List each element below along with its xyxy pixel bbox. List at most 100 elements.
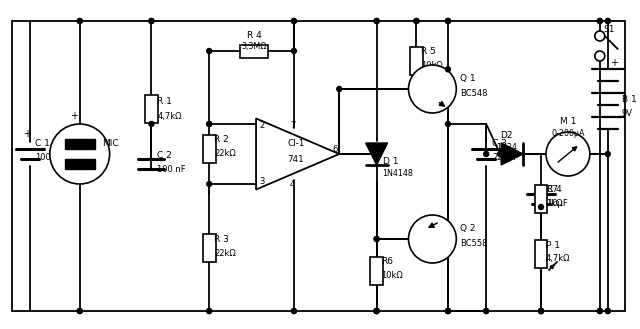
Circle shape: [149, 18, 154, 23]
Circle shape: [291, 18, 296, 23]
Bar: [534, 185, 547, 213]
Text: 3,3MΩ: 3,3MΩ: [241, 42, 267, 52]
Text: R 2: R 2: [214, 136, 229, 144]
Text: 741: 741: [287, 156, 304, 164]
Text: R 1: R 1: [157, 97, 172, 107]
Circle shape: [445, 18, 451, 23]
Text: 4: 4: [290, 180, 295, 189]
Circle shape: [374, 18, 379, 23]
Bar: [65, 139, 95, 149]
Text: 1kΩ: 1kΩ: [546, 199, 563, 209]
Text: D 1: D 1: [383, 158, 398, 166]
Circle shape: [498, 151, 502, 157]
Circle shape: [374, 309, 379, 314]
Text: 22kΩ: 22kΩ: [214, 248, 236, 258]
Polygon shape: [365, 143, 388, 165]
Circle shape: [445, 309, 451, 314]
Circle shape: [484, 151, 489, 157]
Circle shape: [538, 309, 543, 314]
Text: C 1: C 1: [35, 139, 50, 148]
Circle shape: [207, 48, 212, 54]
Circle shape: [207, 121, 212, 126]
Circle shape: [445, 121, 451, 126]
Circle shape: [445, 67, 451, 72]
Circle shape: [374, 309, 379, 314]
Circle shape: [597, 309, 602, 314]
Bar: [240, 44, 268, 58]
Bar: [410, 47, 423, 75]
Text: 9V: 9V: [621, 109, 633, 117]
Circle shape: [291, 309, 296, 314]
Circle shape: [484, 309, 489, 314]
Text: R6: R6: [381, 258, 394, 266]
Text: C 4: C 4: [547, 185, 562, 193]
Circle shape: [445, 18, 451, 23]
Circle shape: [597, 18, 602, 23]
Text: BC558: BC558: [460, 239, 488, 247]
Circle shape: [445, 309, 451, 314]
Circle shape: [291, 18, 296, 23]
Circle shape: [546, 132, 590, 176]
Circle shape: [374, 18, 379, 23]
Circle shape: [77, 18, 82, 23]
Text: 10kΩ: 10kΩ: [381, 271, 403, 281]
Text: 2: 2: [259, 121, 264, 131]
Text: +: +: [70, 111, 77, 121]
Circle shape: [595, 31, 605, 41]
Circle shape: [445, 18, 451, 23]
Text: 100 nF: 100 nF: [157, 165, 186, 174]
Bar: [203, 234, 216, 262]
Text: MIC: MIC: [102, 139, 118, 148]
Text: BC548: BC548: [460, 89, 488, 97]
Text: P 1: P 1: [546, 240, 560, 249]
Text: R 5: R 5: [422, 47, 436, 57]
Text: +: +: [610, 58, 618, 68]
Text: 10μF: 10μF: [547, 198, 568, 208]
Text: C 3: C 3: [492, 139, 507, 148]
Text: CI-1: CI-1: [287, 139, 305, 148]
Circle shape: [149, 18, 154, 23]
Text: 22kΩ: 22kΩ: [214, 149, 236, 159]
Bar: [203, 135, 216, 163]
Text: 1N4148: 1N4148: [383, 169, 413, 179]
Circle shape: [337, 87, 342, 91]
Circle shape: [538, 205, 543, 210]
Text: C 2: C 2: [157, 151, 172, 161]
Circle shape: [408, 65, 456, 113]
Circle shape: [374, 237, 379, 241]
Circle shape: [597, 309, 602, 314]
Circle shape: [77, 309, 82, 314]
Text: Q 1: Q 1: [460, 74, 476, 84]
Circle shape: [374, 309, 379, 314]
Circle shape: [538, 309, 543, 314]
Circle shape: [484, 309, 489, 314]
Circle shape: [605, 309, 611, 314]
Text: 100μF: 100μF: [35, 154, 61, 163]
Text: B 1: B 1: [621, 94, 636, 104]
Circle shape: [207, 309, 212, 314]
Text: 1N34: 1N34: [496, 143, 516, 153]
Text: 4,7kΩ: 4,7kΩ: [157, 112, 182, 120]
Circle shape: [207, 182, 212, 187]
Text: 220μF: 220μF: [492, 154, 518, 163]
Text: S1: S1: [604, 24, 615, 34]
Circle shape: [374, 309, 379, 314]
Bar: [370, 257, 383, 285]
Circle shape: [408, 215, 456, 263]
Text: 7: 7: [290, 121, 295, 131]
Circle shape: [149, 121, 154, 126]
Bar: [65, 159, 95, 169]
Bar: [145, 95, 158, 123]
Text: 0-200μA: 0-200μA: [551, 130, 585, 139]
Bar: [534, 240, 547, 268]
Text: 10kΩ: 10kΩ: [422, 62, 443, 70]
Text: R 4: R 4: [246, 31, 261, 39]
Text: 3: 3: [259, 178, 264, 187]
Circle shape: [77, 309, 82, 314]
Circle shape: [291, 309, 296, 314]
Text: 4,7kΩ: 4,7kΩ: [546, 255, 570, 264]
Circle shape: [597, 18, 602, 23]
Circle shape: [595, 51, 605, 61]
Polygon shape: [256, 118, 339, 190]
Text: D2: D2: [500, 132, 513, 140]
